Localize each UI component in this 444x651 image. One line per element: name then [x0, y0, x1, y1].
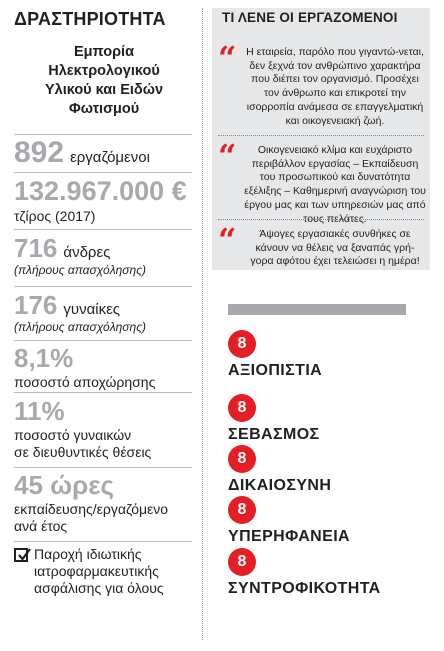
quote-divider: [218, 219, 424, 220]
value-item: 8 ΔΙΚΑΙΟΣΥΝΗ: [228, 445, 438, 495]
quote-text: Άψογες εργασιακές συνθήκες σε κάνουν να …: [250, 228, 420, 268]
stat-attrition-number: 8,1%: [14, 343, 74, 373]
value-badge: 8: [228, 394, 256, 422]
value-label: ΥΠΕΡΗΦΑΝΕΙΑ: [228, 528, 351, 545]
value-badge: 8: [228, 445, 256, 473]
stat-attrition-label: ποσοστό αποχώρησης: [14, 374, 156, 390]
stat-attrition: 8,1% ποσοστό αποχώρησης: [14, 345, 194, 391]
quotes-heading: ΤΙ ΛΕΝΕ ΟΙ ΕΡΓΑΖΟΜΕΝΟΙ: [222, 10, 398, 25]
stat-employees: 892 εργαζόμενοι: [14, 138, 194, 168]
stat-employees-label: εργαζόμενοι: [70, 149, 150, 166]
stat-revenue: 132.967.000 € τζίρος (2017): [14, 176, 194, 225]
quote-mark-icon: “: [218, 137, 237, 175]
value-label: ΑΞΙΟΠΙΣΤΙΑ: [228, 362, 323, 379]
stat-employees-number: 892: [14, 136, 65, 169]
stat-insurance-line-3: ασφάλισης για όλους: [34, 580, 164, 596]
value-item: 8 ΣΕΒΑΣΜΟΣ: [228, 394, 438, 444]
divider: [14, 172, 192, 173]
checkbox-icon: [14, 548, 31, 562]
stat-insurance-line-2: ιατροφαρμακευτικής: [34, 563, 159, 579]
column-divider: [202, 8, 203, 640]
stat-women: 176 γυναίκες (πλήρους απασχόλησης): [14, 292, 194, 335]
stat-women-management-number: 11%: [14, 396, 65, 426]
quote-item: “ Οικογενειακό κλίμα και ευχάριστο περιβ…: [218, 140, 426, 226]
stat-women-sublabel: (πλήρους απασχόλησης): [14, 320, 147, 334]
stat-women-management-label-1: ποσοστό γυναικών: [14, 427, 132, 443]
stat-women-label: γυναίκες: [63, 301, 121, 318]
value-badge: 8: [228, 496, 256, 524]
stat-revenue-currency: €: [171, 176, 187, 206]
divider: [14, 467, 192, 468]
value-badge: 8: [228, 548, 256, 576]
quote-item: “ Η εταιρεία, παρόλο που γιγαντώ-νεται, …: [218, 42, 426, 128]
quote-text: Η εταιρεία, παρόλο που γιγαντώ-νεται, δε…: [246, 46, 424, 127]
quote-text: Οικογενειακό κλίμα και ευχάριστο περιβάλ…: [244, 144, 426, 225]
stat-training-number: 45 ώρες: [14, 470, 115, 500]
quote-item: “ Άψογες εργασιακές συνθήκες σε κάνουν ν…: [218, 224, 426, 269]
stat-training: 45 ώρες εκπαίδευσης/εργαζόμενο ανά έτος: [14, 472, 194, 535]
quote-mark-icon: “: [218, 221, 237, 259]
quotes-panel: [212, 8, 430, 270]
value-label: ΣΕΒΑΣΜΟΣ: [228, 426, 320, 443]
value-item: 8 ΣΥΝΤΡΟΦΙΚΟΤΗΤΑ: [228, 548, 438, 598]
value-item: 8 ΥΠΕΡΗΦΑΝΕΙΑ: [228, 496, 438, 546]
value-badge: 8: [228, 330, 256, 358]
divider: [14, 541, 192, 542]
stat-insurance: Παροχή ιδιωτικής ιατροφαρμακευτικής ασφά…: [34, 546, 199, 597]
stat-women-number: 176: [14, 290, 58, 320]
stat-women-management-label-2: σε διευθυντικές θέσεις: [14, 444, 152, 460]
quote-divider: [218, 135, 424, 136]
value-label: ΔΙΚΑΙΟΣΥΝΗ: [228, 477, 332, 494]
divider: [14, 340, 192, 341]
activity-heading: ΔΡΑΣΤΗΡΙΟΤΗΤΑ: [14, 9, 166, 29]
activity-value: Εμπορία Ηλεκτρολογικού Υλικού και Ειδών …: [44, 44, 164, 117]
divider: [14, 134, 192, 135]
divider: [14, 392, 192, 393]
stat-men: 716 άνδρες (πλήρους απασχόλησης): [14, 235, 194, 278]
stat-training-label-2: ανά έτος: [14, 518, 68, 534]
quote-mark-icon: “: [218, 39, 237, 77]
value-label: ΣΥΝΤΡΟΦΙΚΟΤΗΤΑ: [228, 580, 381, 597]
divider: [14, 286, 192, 287]
stat-men-number: 716: [14, 233, 58, 263]
divider: [14, 229, 192, 230]
stat-women-management: 11% ποσοστό γυναικών σε διευθυντικές θέσ…: [14, 398, 194, 461]
stat-training-label-1: εκπαίδευσης/εργαζόμενο: [14, 501, 169, 517]
section-bar: [228, 304, 406, 315]
stat-men-sublabel: (πλήρους απασχόλησης): [14, 263, 147, 277]
stat-insurance-line-1: Παροχή ιδιωτικής: [34, 546, 142, 562]
stat-revenue-label: τζίρος (2017): [14, 208, 96, 224]
stat-revenue-number: 132.967.000: [14, 176, 165, 206]
value-item: 8 ΑΞΙΟΠΙΣΤΙΑ: [228, 330, 438, 380]
stat-men-label: άνδρες: [63, 244, 111, 261]
